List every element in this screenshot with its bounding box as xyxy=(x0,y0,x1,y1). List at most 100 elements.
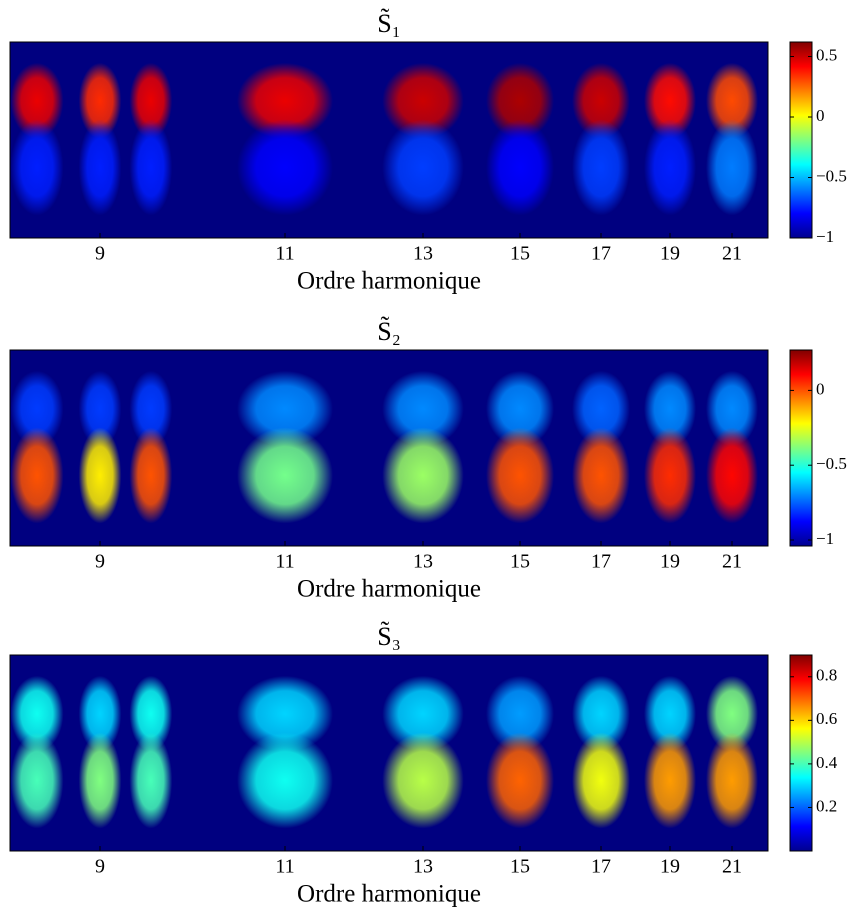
heatmap-cell xyxy=(572,119,630,216)
heatmap-cell xyxy=(643,732,697,829)
heatmap-cell xyxy=(10,427,64,524)
heatmap-cell xyxy=(485,427,555,524)
colorbar-tick-label: 0.2 xyxy=(816,796,837,815)
heatmap-cell xyxy=(572,732,630,829)
x-axis-label: Ordre harmonique xyxy=(297,268,481,295)
heatmap-cell xyxy=(572,370,630,447)
colorbar-tick-label: −0.5 xyxy=(816,166,847,185)
heatmap-cell xyxy=(485,62,555,139)
x-tick-label: 9 xyxy=(95,551,105,573)
heatmap-cell xyxy=(78,732,122,829)
colorbar-tick-label: 0.8 xyxy=(816,666,837,685)
x-tick-label: 21 xyxy=(722,856,742,878)
heatmap-cell xyxy=(705,732,759,829)
heatmap-cell xyxy=(10,62,64,139)
x-tick-label: 9 xyxy=(95,243,105,265)
heatmap-cell xyxy=(705,427,759,524)
heatmap-cell xyxy=(237,732,333,829)
heatmap-cell xyxy=(129,119,173,216)
heatmap-cell xyxy=(78,119,122,216)
heatmap-cell xyxy=(643,675,697,752)
colorbar-tick-label: 0.6 xyxy=(816,709,837,728)
heatmap-cell xyxy=(129,427,173,524)
heatmap-cell xyxy=(129,675,173,752)
heatmap-cell xyxy=(382,62,464,139)
heatmap-cell xyxy=(78,675,122,752)
heatmap-cell xyxy=(572,675,630,752)
heatmap-cell xyxy=(10,370,64,447)
x-axis-label: Ordre harmonique xyxy=(297,576,481,603)
heatmap-cell xyxy=(382,732,464,829)
x-tick-label: 13 xyxy=(413,551,433,573)
heatmap-cell xyxy=(643,370,697,447)
heatmap-cell xyxy=(382,675,464,752)
x-tick-label: 19 xyxy=(660,551,680,573)
x-tick-label: 19 xyxy=(660,243,680,265)
heatmap-cell xyxy=(237,427,333,524)
x-tick-label: 17 xyxy=(591,551,611,573)
heatmap-cell xyxy=(572,427,630,524)
panel-title: S̃₃ xyxy=(377,622,401,651)
heatmap-cell xyxy=(382,370,464,447)
colorbar-tick-label: 0.5 xyxy=(816,45,837,64)
heatmap-cell xyxy=(129,62,173,139)
x-tick-label: 21 xyxy=(722,243,742,265)
x-tick-label: 15 xyxy=(510,856,530,878)
heatmap-cell xyxy=(382,427,464,524)
heatmap-cell xyxy=(643,62,697,139)
x-tick-label: 19 xyxy=(660,856,680,878)
x-tick-label: 15 xyxy=(510,243,530,265)
heatmap-cell xyxy=(78,62,122,139)
plot-frame xyxy=(9,349,769,547)
colorbar-tick-label: 0 xyxy=(816,379,825,398)
x-tick-label: 11 xyxy=(275,243,294,265)
colorbar-tick-label: −0.5 xyxy=(816,454,847,473)
x-tick-label: 21 xyxy=(722,551,742,573)
heatmap-cell xyxy=(129,732,173,829)
plot-frame xyxy=(9,41,769,239)
colorbar-tick-label: 0 xyxy=(816,106,825,125)
x-tick-label: 17 xyxy=(591,243,611,265)
heatmap-cell xyxy=(237,675,333,752)
heatmap-cell xyxy=(78,370,122,447)
heatmap-cell xyxy=(705,62,759,139)
heatmap-cell xyxy=(705,370,759,447)
heatmap-cells xyxy=(10,370,759,524)
x-tick-label: 11 xyxy=(275,856,294,878)
x-axis-label: Ordre harmonique xyxy=(297,881,481,908)
x-tick-label: 13 xyxy=(413,243,433,265)
x-tick-label: 17 xyxy=(591,856,611,878)
heatmap-cell xyxy=(237,370,333,447)
heatmap-cell xyxy=(10,119,64,216)
heatmap-cell xyxy=(237,62,333,139)
x-tick-label: 13 xyxy=(413,856,433,878)
heatmap-cell xyxy=(485,370,555,447)
heatmap-cell xyxy=(705,675,759,752)
heatmap-cell xyxy=(78,427,122,524)
heatmap-cell xyxy=(643,119,697,216)
heatmap-cells xyxy=(10,675,759,829)
heatmap-cell xyxy=(485,119,555,216)
heatmap-cell xyxy=(129,370,173,447)
heatmap-cell xyxy=(705,119,759,216)
colorbar-tick-label: −1 xyxy=(816,529,834,548)
heatmap-cell xyxy=(485,675,555,752)
panel-title: S̃₂ xyxy=(377,317,401,346)
heatmap-cell xyxy=(237,119,333,216)
x-tick-label: 11 xyxy=(275,551,294,573)
heatmap-cell xyxy=(10,732,64,829)
x-tick-label: 15 xyxy=(510,551,530,573)
heatmap-cell xyxy=(382,119,464,216)
heatmap-cell xyxy=(643,427,697,524)
colorbar-tick-label: −1 xyxy=(816,227,834,246)
colorbar xyxy=(789,41,813,239)
panel-title: S̃₁ xyxy=(377,9,401,38)
colorbar xyxy=(789,349,813,547)
heatmap-cell xyxy=(10,675,64,752)
heatmap-cells xyxy=(10,62,759,216)
plot-frame xyxy=(9,654,769,852)
heatmap-cell xyxy=(485,732,555,829)
x-tick-label: 9 xyxy=(95,856,105,878)
colorbar xyxy=(789,654,813,852)
